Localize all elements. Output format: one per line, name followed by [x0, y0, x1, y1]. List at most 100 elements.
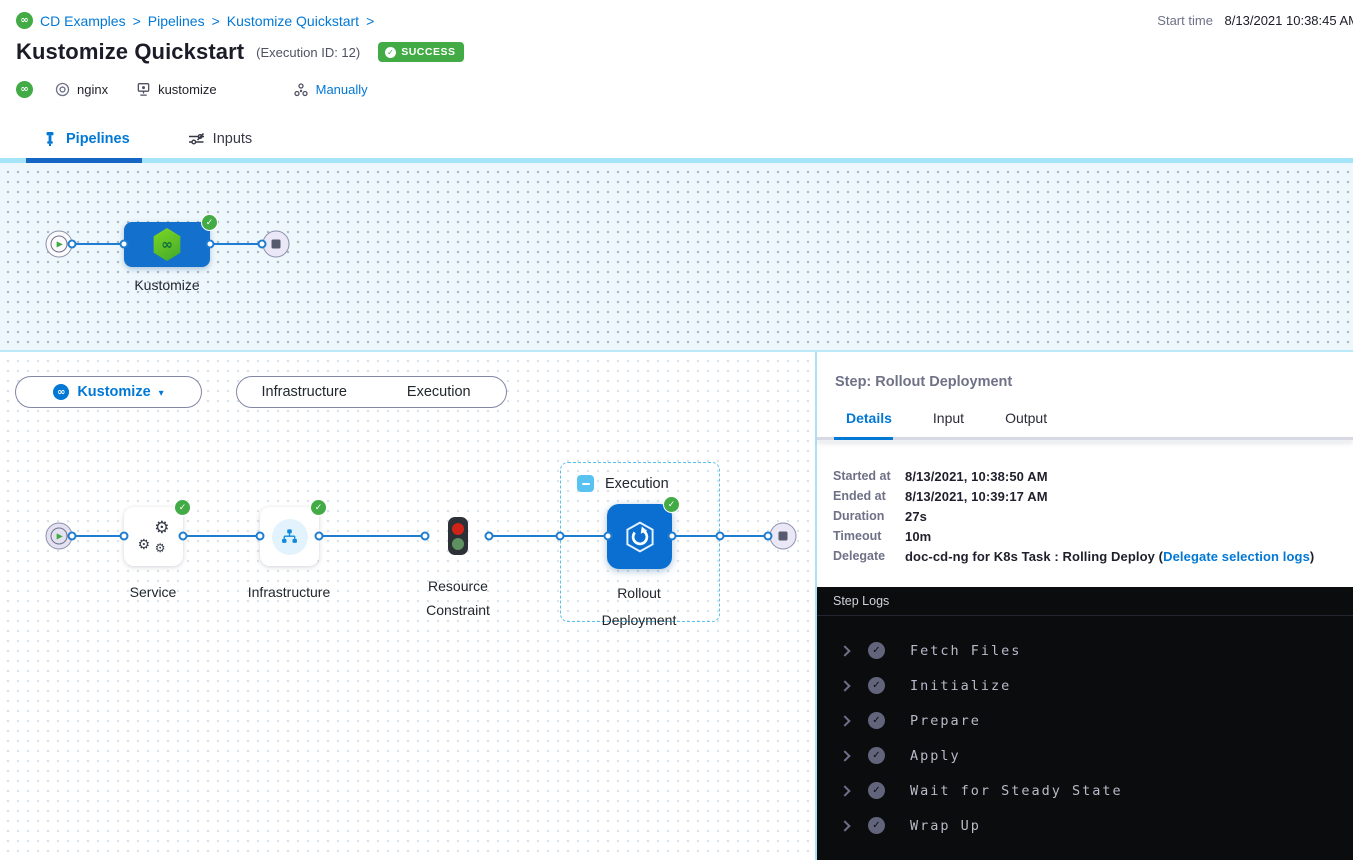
breadcrumb-pipelines[interactable]: Pipelines — [147, 12, 205, 29]
trigger-icon — [293, 82, 309, 98]
pipeline-icon — [42, 131, 58, 147]
delegate-selection-logs-link[interactable]: Delegate selection logs — [1163, 548, 1310, 564]
connector-dot — [178, 531, 188, 541]
execution-end-node[interactable] — [769, 522, 797, 550]
success-check-badge: ✓ — [310, 499, 327, 516]
panel-active-tab-indicator — [834, 437, 893, 440]
detail-row-duration: Duration 27s — [833, 508, 927, 524]
step-node-service[interactable]: ⚙ ⚙ ⚙ ✓ — [124, 499, 191, 566]
log-section-apply[interactable]: ✓ Apply — [817, 738, 1353, 773]
toggle-infrastructure[interactable]: Infrastructure — [261, 384, 347, 400]
connector-dot — [257, 239, 267, 249]
panel-tab-output[interactable]: Output — [1005, 410, 1048, 426]
caret-down-icon: ▾ — [158, 387, 164, 399]
log-success-icon: ✓ — [868, 817, 885, 834]
panel-tab-details[interactable]: Details — [846, 410, 892, 426]
breadcrumb-kustomize-quickstart[interactable]: Kustomize Quickstart — [226, 12, 360, 29]
chevron-right-icon[interactable] — [839, 749, 851, 762]
inputs-icon — [188, 132, 205, 147]
chevron-right-icon[interactable] — [839, 784, 851, 797]
cd-module-icon: ∞ — [16, 81, 33, 98]
log-success-icon: ✓ — [868, 712, 885, 729]
connector-dot — [119, 531, 129, 541]
stage-graph-canvas[interactable]: ▶ ∞ ✓ Kustomize — [0, 163, 1353, 352]
status-label: SUCCESS — [401, 46, 456, 58]
check-icon: ✓ — [385, 46, 397, 58]
trigger-meta[interactable]: Manually — [293, 82, 368, 98]
graph-edge — [489, 535, 608, 537]
breadcrumb-cd-examples[interactable]: CD Examples — [40, 12, 126, 29]
tab-pipelines[interactable]: Pipelines — [42, 131, 130, 147]
stage-node-kustomize[interactable]: ∞ ✓ — [124, 214, 218, 267]
stop-icon — [271, 239, 281, 249]
log-success-icon: ✓ — [868, 782, 885, 799]
graph-edge — [319, 535, 425, 537]
target-icon — [55, 82, 70, 97]
top-tab-bar: Pipelines Inputs — [0, 120, 1353, 163]
page-header: ∞ CD Examples > Pipelines > Kustomize Qu… — [0, 0, 1353, 120]
panel-tab-underline — [817, 437, 1353, 440]
view-toggle[interactable]: Infrastructure Execution — [236, 376, 507, 408]
panel-tab-input[interactable]: Input — [932, 410, 965, 426]
log-section-wait-for-steady-state[interactable]: ✓ Wait for Steady State — [817, 773, 1353, 808]
connector-dot — [67, 239, 77, 249]
step-label-infrastructure: Infrastructure — [247, 584, 331, 600]
service-meta: nginx — [55, 82, 108, 97]
log-section-initialize[interactable]: ✓ Initialize — [817, 668, 1353, 703]
chevron-right-icon[interactable] — [839, 714, 851, 727]
stage-label: Kustomize — [134, 277, 200, 293]
status-badge: ✓ SUCCESS — [378, 42, 465, 62]
trigger-label[interactable]: Manually — [315, 82, 368, 97]
k8s-hexagon-icon: ∞ — [153, 228, 181, 261]
toggle-execution[interactable]: Execution — [406, 384, 471, 400]
play-icon: ▶ — [56, 531, 63, 541]
step-details-panel: Step: Rollout Deployment Details Input O… — [815, 352, 1353, 860]
step-node-infrastructure[interactable]: ✓ — [260, 499, 327, 566]
connector-dot — [119, 239, 129, 249]
log-success-icon: ✓ — [868, 747, 885, 764]
step-node-rollout-deployment[interactable]: ✓ — [607, 496, 680, 569]
traffic-light-green — [452, 537, 464, 550]
graph-edge — [72, 535, 124, 537]
log-section-wrap-up[interactable]: ✓ Wrap Up — [817, 808, 1353, 843]
service-name: nginx — [77, 82, 109, 97]
chevron-right-icon[interactable] — [839, 819, 851, 832]
graph-edge — [210, 243, 262, 245]
stage-selector-label: Kustomize — [77, 384, 151, 400]
connector-dot — [420, 531, 430, 541]
step-node-resource-constraint[interactable] — [448, 517, 468, 555]
success-check-badge: ✓ — [201, 214, 218, 231]
breadcrumb-separator-icon: > — [132, 12, 141, 29]
chevron-right-icon[interactable] — [839, 644, 851, 657]
connector-dot — [715, 531, 725, 541]
start-time-value: 8/13/2021 10:38:45 AM — [1224, 13, 1353, 28]
chevron-right-icon[interactable] — [839, 679, 851, 692]
log-section-prepare[interactable]: ✓ Prepare — [817, 703, 1353, 738]
stage-selector-dropdown[interactable]: ∞ Kustomize ▾ — [15, 376, 202, 408]
connector-dot — [763, 531, 773, 541]
connector-dot — [603, 531, 613, 541]
pipeline-end-node[interactable] — [262, 230, 290, 258]
step-label-resource-constraint: Resource Constraint — [426, 578, 490, 618]
log-section-fetch-files[interactable]: ✓ Fetch Files — [817, 633, 1353, 668]
connector-dot — [255, 531, 265, 541]
rolling-deploy-icon — [622, 519, 658, 555]
step-group-label: Execution — [605, 475, 669, 492]
sitemap-icon — [280, 527, 299, 546]
stop-icon — [778, 531, 788, 541]
step-label-rollout-deployment: Rollout Deployment — [601, 585, 677, 628]
step-logs-panel: Step Logs ✓ Fetch Files ✓ Initialize ✓ P… — [817, 587, 1353, 860]
execution-step-group: Execution — [560, 462, 720, 622]
breadcrumb: ∞ CD Examples > Pipelines > Kustomize Qu… — [16, 12, 1353, 29]
collapse-group-button[interactable] — [577, 475, 594, 492]
execution-graph-canvas[interactable]: ∞ Kustomize ▾ Infrastructure Execution E… — [0, 352, 815, 860]
log-success-icon: ✓ — [868, 642, 885, 659]
panel-title: Step: Rollout Deployment — [835, 374, 1013, 390]
graph-edge — [183, 535, 260, 537]
connector-dot — [667, 531, 677, 541]
success-check-badge: ✓ — [174, 499, 191, 516]
breadcrumb-separator-icon: > — [366, 12, 375, 29]
tab-inputs[interactable]: Inputs — [188, 131, 252, 147]
start-time-label: Start time — [1157, 13, 1213, 28]
detail-row-delegate: Delegate doc-cd-ng for K8s Task : Rollin… — [833, 548, 1315, 564]
